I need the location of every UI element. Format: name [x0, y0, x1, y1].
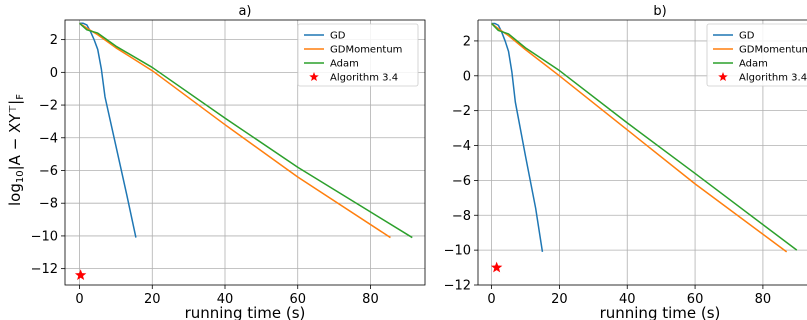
legend-marker — [718, 72, 728, 82]
plot-area — [74, 22, 413, 281]
legend-label: Algorithm 3.4 — [330, 73, 398, 84]
chart-title: b) — [653, 4, 666, 19]
x-tick-label: 60 — [687, 292, 704, 307]
grid — [65, 20, 425, 285]
plot-area — [490, 22, 798, 273]
y-axis-label: log10|A − XY⊤|F — [6, 94, 26, 206]
series-line-gdmomentum — [79, 22, 391, 239]
x-tick-label: 60 — [289, 292, 306, 307]
x-tick-label: 40 — [619, 292, 636, 307]
y-tick-label: −12 — [444, 279, 471, 294]
x-tick-label: 20 — [144, 292, 161, 307]
axes-frame — [477, 19, 807, 286]
x-axis-label: running time (s) — [185, 304, 306, 320]
y-tick-label: 0 — [463, 69, 471, 84]
y-tick-label: −8 — [39, 197, 58, 212]
y-tick-label: −4 — [452, 139, 471, 154]
y-tick-label: 2 — [50, 33, 58, 48]
x-tick-label: 0 — [487, 292, 495, 307]
y-tick-label: −6 — [39, 164, 58, 179]
y-tick-label: −2 — [452, 104, 471, 119]
y-tick-label: −10 — [31, 229, 58, 244]
series-marker-algorithm-3-4 — [490, 261, 503, 273]
series-line-adam — [491, 22, 798, 251]
y-tick-label: −8 — [452, 209, 471, 224]
legend-label: GDMomentum — [739, 45, 807, 56]
series-line-gd — [79, 22, 137, 238]
y-tick-label: 2 — [463, 34, 471, 49]
y-tick-label: −2 — [39, 99, 58, 114]
x-axis-label: running time (s) — [600, 304, 721, 320]
y-tick-label: 0 — [50, 66, 58, 81]
chart-title: a) — [238, 4, 251, 19]
legend-box — [706, 23, 807, 87]
legend-label: GD — [739, 31, 755, 42]
legend-label: Adam — [739, 59, 768, 70]
series-line-gdmomentum — [491, 22, 788, 253]
x-tick-label: 40 — [217, 292, 234, 307]
legend-label: Algorithm 3.4 — [739, 73, 807, 84]
y-tick-label: −4 — [39, 131, 58, 146]
x-tick-label: 0 — [75, 292, 83, 307]
legend-label: Adam — [330, 59, 359, 70]
x-tick-label: 80 — [755, 292, 772, 307]
series-marker-algorithm-3-4 — [74, 269, 87, 281]
legend: GD GDMomentum Adam Algorithm 3.4 — [297, 23, 419, 87]
legend-box — [297, 23, 419, 87]
x-tick-label: 80 — [362, 292, 379, 307]
legend-label: GDMomentum — [330, 45, 402, 56]
legend-marker — [309, 72, 319, 82]
y-tick-label: −6 — [452, 174, 471, 189]
legend-label: GD — [330, 31, 346, 42]
axes-frame — [64, 19, 426, 286]
y-tick-label: −10 — [444, 244, 471, 259]
series-line-gd — [491, 22, 544, 252]
y-tick-label: −12 — [31, 262, 58, 277]
series-line-adam — [79, 22, 413, 239]
legend: GD GDMomentum Adam Algorithm 3.4 — [706, 23, 807, 87]
x-tick-label: 20 — [551, 292, 568, 307]
